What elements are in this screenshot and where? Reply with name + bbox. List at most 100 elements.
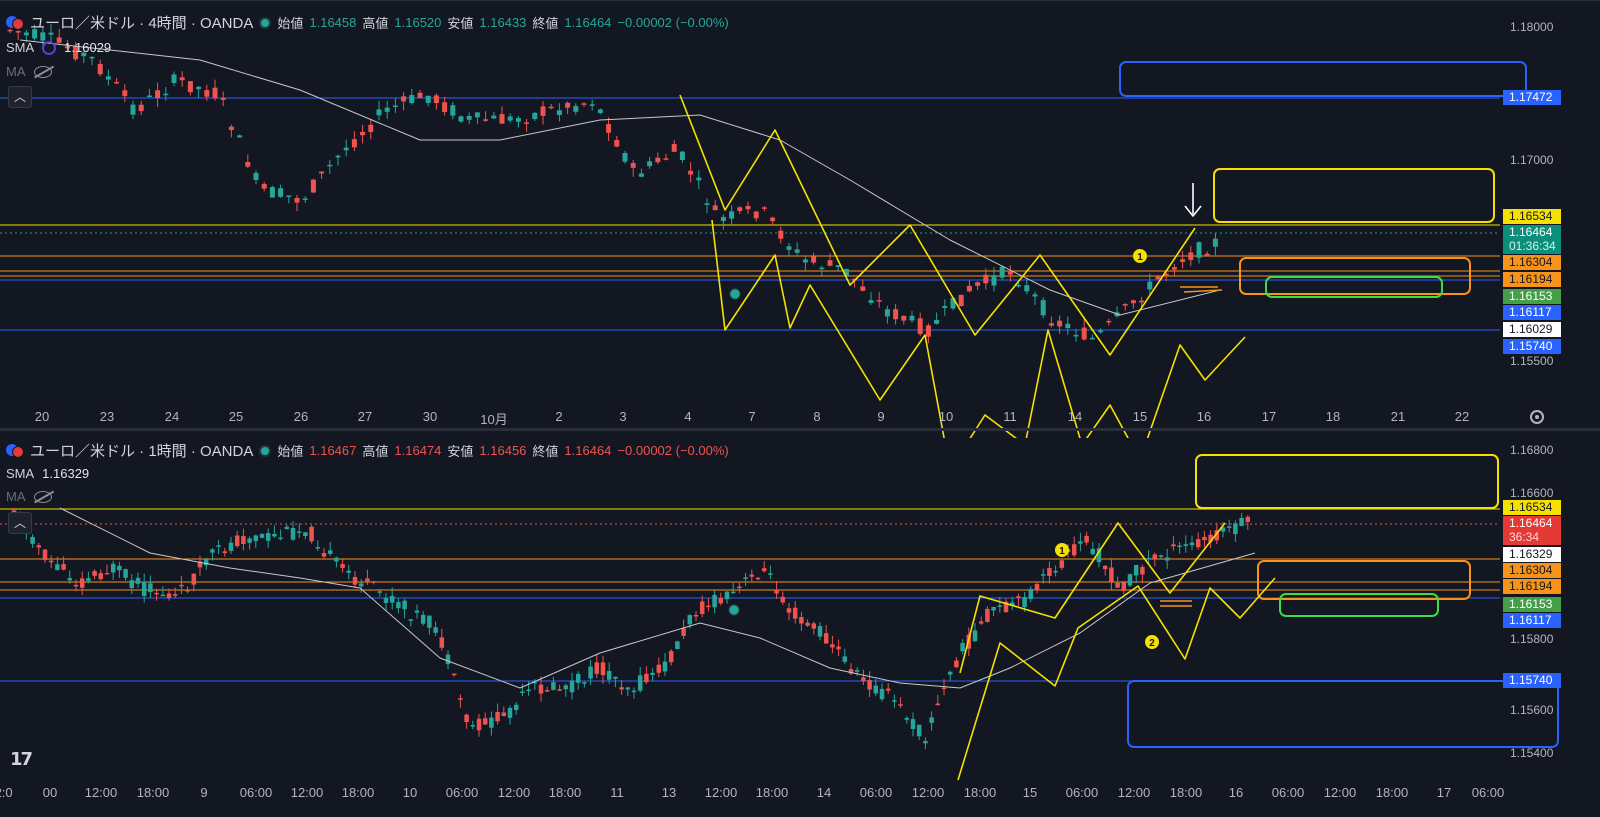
candle-body [720,216,726,222]
candle-body [972,630,978,642]
indicator-settings-icon[interactable] [42,40,57,55]
candle-body [704,203,710,205]
candle-body [1096,548,1102,563]
ma-indicator-legend[interactable]: MA [6,64,52,79]
time-axis-label: 06:00 [1065,785,1099,800]
candle-body [220,97,226,100]
time-axis-label: 12:00 [1323,785,1357,800]
time-axis-label: 10 [938,409,954,424]
time-axis-label: 16 [1196,409,1212,424]
candle-body [141,581,147,596]
symbol-title[interactable]: ユーロ／米ドル · 4時間 · OANDA [30,15,254,32]
time-axis-label: 06:00 [1271,785,1305,800]
zone-box-yellow [1213,168,1495,223]
candle-body [383,598,389,604]
pane-divider[interactable] [0,428,1600,431]
candle-body [483,119,489,121]
candle-body [743,577,748,579]
change-value: −0.00002 (−0.00%) [617,15,729,30]
candle-body [265,533,271,541]
candle-body [644,673,649,683]
candle-body [663,158,669,160]
collapse-legend-button[interactable]: ︿ [8,512,32,534]
price-tag: 1.16304 [1503,255,1561,270]
candle-body [253,172,259,181]
high-value: 1.16474 [394,443,442,458]
candle-body [427,615,432,628]
price-tag: 1.15740 [1503,339,1561,354]
candle-body [867,680,872,690]
candle-body [368,124,374,132]
candle-body [507,116,513,121]
marker-line [1183,289,1223,293]
time-axis-label: 24 [164,409,180,424]
candle-body [1202,536,1207,541]
candle-body [594,662,600,674]
candle-body [934,320,940,324]
time-axis-label: 18:00 [341,785,375,800]
candle-body [15,31,21,33]
candle-body [245,162,251,167]
gear-icon[interactable] [1530,410,1544,424]
candle-body [805,622,810,626]
candle-body [983,274,989,284]
candle-body [489,717,494,728]
candle-body [923,741,928,744]
candle-body [123,569,128,578]
candle-body [1189,542,1195,546]
chart-canvas-4h[interactable]: 12 [0,0,1600,438]
candle-body [901,315,907,321]
currency-flag-icon [6,443,24,458]
candle-body [272,533,277,537]
candle-body [1009,602,1015,606]
tradingview-logo[interactable]: 17 [10,749,33,770]
annotation-label-2: 2 [1149,638,1155,649]
candle-body [978,621,984,624]
candle-body [414,610,420,613]
candle-body [389,595,395,603]
candle-body [420,614,426,624]
price-tag: 1.16029 [1503,322,1561,337]
sma-indicator-legend[interactable]: SMA 1.16029 [6,40,111,55]
hidden-eye-icon[interactable] [33,65,52,78]
candle-body [36,545,42,548]
candle-body [377,591,383,593]
price-axis-label: 1.18000 [1510,20,1554,34]
ma-indicator-legend[interactable]: MA [6,489,52,504]
chart-pane-4h[interactable]: 12 ユーロ／米ドル · 4時間 · OANDA 始値 1.16458 高値 1… [0,0,1600,438]
symbol-title[interactable]: ユーロ／米ドル · 1時間 · OANDA [30,443,254,460]
candle-body [966,285,972,292]
zone-box-orange [1239,257,1471,295]
hidden-eye-icon[interactable] [33,490,52,503]
candle-body [958,294,964,307]
time-axis-label: 22 [1454,409,1470,424]
candle-body [1226,526,1232,528]
candle-body [991,275,997,286]
zone-box-blue [1119,61,1527,97]
candle-body [1040,300,1046,316]
candle-body [532,112,538,120]
candle-body [786,246,792,250]
time-axis-label: 25 [228,409,244,424]
candle-body [439,637,445,648]
candle-body [687,615,693,625]
chart-canvas-1h[interactable]: 12 [0,438,1600,817]
sma-indicator-legend[interactable]: SMA 1.16329 [6,466,89,481]
candle-body [712,594,717,608]
candle-body [351,139,357,148]
candle-body [64,46,70,49]
price-axis-label: 1.16800 [1510,443,1554,457]
candle-body [409,95,415,104]
candle-body [310,179,316,193]
candle-body [335,155,341,158]
collapse-legend-button[interactable]: ︿ [8,86,32,108]
candle-body [360,131,366,136]
candle-body [842,656,848,662]
time-axis-label: 18:00 [963,785,997,800]
candle-body [1053,570,1058,573]
candle-body [575,673,581,683]
candle-body [203,559,209,566]
candle-body [794,249,800,253]
candle-body [1121,582,1127,592]
